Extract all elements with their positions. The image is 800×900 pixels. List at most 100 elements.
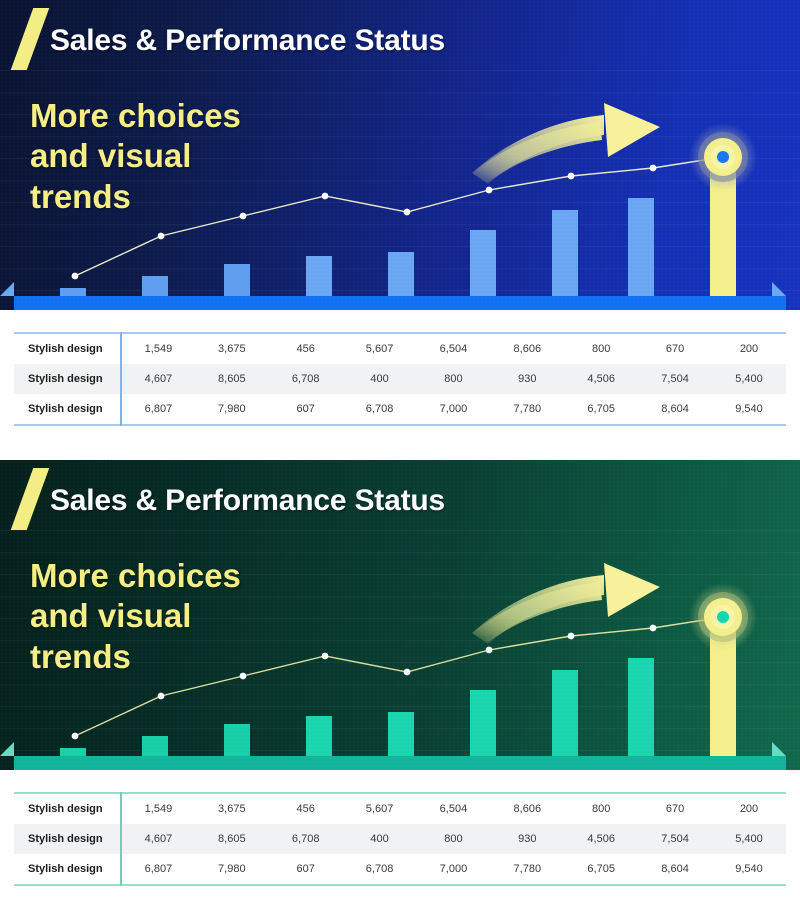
bullseye-target-icon: [689, 123, 757, 191]
table-cell: 4,607: [121, 824, 195, 854]
table-cell: 670: [665, 803, 685, 815]
table-cell: 456: [296, 343, 315, 355]
bar-7: [552, 210, 578, 298]
table-cell: 8,605: [194, 824, 269, 854]
table-cell: 400: [342, 824, 417, 854]
table-cell: 607: [296, 863, 315, 875]
table-cell: 6,708: [268, 364, 343, 394]
chart-green: [0, 460, 800, 770]
row-label: Stylish design: [14, 854, 122, 885]
table-cell: 400: [342, 364, 417, 394]
table-cell: 4,506: [564, 364, 639, 394]
chart-blue: [0, 0, 800, 310]
table-cell: 1,549: [144, 343, 173, 355]
trend-point-group: [71, 164, 657, 280]
panel-green: Sales & Performance Status More choices …: [0, 460, 800, 900]
table-row[interactable]: Stylish design 4,607 8,605 6,708 400 800…: [14, 824, 786, 854]
hero-blue: Sales & Performance Status More choices …: [0, 0, 800, 310]
table-cell: 4,506: [564, 824, 639, 854]
table-cell: 800: [592, 803, 611, 815]
table-cell: 7,980: [218, 403, 246, 415]
table-cell: 6,807: [144, 403, 173, 415]
row-label: Stylish design: [14, 824, 122, 854]
table-cell: 6,708: [365, 863, 394, 875]
table-cell: 5,400: [712, 364, 786, 394]
bar-5: [388, 252, 414, 298]
page-title: Sales & Performance Status: [50, 24, 445, 57]
table-cell: 6,705: [587, 863, 615, 875]
table-cell: 7,504: [638, 364, 712, 394]
bar-5: [388, 712, 414, 758]
chart-svg: [60, 103, 757, 298]
table-cell: 7,780: [513, 863, 542, 875]
data-table-green: Stylish design 1,549 3,675 456 5,607 6,5…: [14, 792, 786, 886]
headline-line-1: More choices: [30, 97, 241, 134]
table-row[interactable]: Stylish design 6,807 7,980 607 6,708 7,0…: [14, 854, 786, 885]
bar-4: [306, 716, 332, 758]
table-cell: 7,980: [218, 863, 246, 875]
table-cell: 6,807: [144, 863, 173, 875]
table-cell: 800: [416, 364, 491, 394]
table-row[interactable]: Stylish design 6,807 7,980 607 6,708 7,0…: [14, 394, 786, 425]
data-table-blue: Stylish design 1,549 3,675 456 5,607 6,5…: [14, 332, 786, 426]
bar-3: [224, 724, 250, 758]
table-cell: 930: [490, 364, 565, 394]
table-row[interactable]: Stylish design 1,549 3,675 456 5,607 6,5…: [14, 333, 786, 364]
bar-1: [60, 748, 86, 758]
row-label: Stylish design: [14, 793, 122, 824]
table-cell: 930: [490, 824, 565, 854]
trend-point-group: [71, 624, 657, 740]
table-cell: 7,504: [638, 824, 712, 854]
table-cell: 7,780: [513, 403, 542, 415]
table-cell: 6,708: [268, 824, 343, 854]
bar-6: [470, 230, 496, 298]
bar-6: [470, 690, 496, 758]
table-cell: 456: [296, 803, 315, 815]
headline-line-1: More choices: [30, 557, 241, 594]
headline-line-2: and visual: [30, 597, 192, 635]
row-label: Stylish design: [14, 394, 122, 425]
table-cell: 607: [296, 403, 315, 415]
table-cell: 8,605: [194, 364, 269, 394]
row-label: Stylish design: [14, 333, 122, 364]
table-cell: 7,000: [439, 863, 468, 875]
bar-1: [60, 288, 86, 298]
table-cell: 1,549: [144, 803, 173, 815]
headline: More choices and visual trends: [30, 96, 241, 217]
headline-line-3: trends: [30, 637, 131, 675]
table-cell: 6,708: [365, 403, 394, 415]
table-cell: 670: [665, 343, 685, 355]
bar-4: [306, 256, 332, 298]
table-cell: 6,504: [439, 803, 468, 815]
bar-group: [60, 150, 736, 298]
headline: More choices and visual trends: [30, 556, 241, 677]
growth-arrow-icon: [472, 563, 660, 644]
table-row[interactable]: Stylish design 1,549 3,675 456 5,607 6,5…: [14, 793, 786, 824]
table-cell: 6,705: [587, 403, 615, 415]
headline-line-3: trends: [30, 177, 131, 215]
bullseye-target-icon: [689, 583, 757, 651]
table-cell: 9,540: [735, 863, 763, 875]
table-cell: 200: [739, 803, 759, 815]
row-label: Stylish design: [14, 364, 122, 394]
table-cell: 7,000: [439, 403, 468, 415]
growth-arrow-icon: [472, 103, 660, 184]
table-cell: 8,604: [661, 403, 689, 415]
data-table: Stylish design 1,549 3,675 456 5,607 6,5…: [14, 792, 786, 886]
table-cell: 8,604: [661, 863, 689, 875]
bar-3: [224, 264, 250, 298]
table-cell: 5,400: [712, 824, 786, 854]
table-row[interactable]: Stylish design 4,607 8,605 6,708 400 800…: [14, 364, 786, 394]
table-cell: 8,606: [513, 343, 542, 355]
table-cell: 3,675: [218, 343, 246, 355]
table-cell: 6,504: [439, 343, 468, 355]
table-cell: 5,607: [365, 343, 394, 355]
hero-green: Sales & Performance Status More choices …: [0, 460, 800, 770]
panel-blue: Sales & Performance Status More choices …: [0, 0, 800, 440]
table-cell: 9,540: [735, 403, 763, 415]
data-table: Stylish design 1,549 3,675 456 5,607 6,5…: [14, 332, 786, 426]
baseline-ribbon: [14, 756, 786, 770]
chart-svg: [60, 563, 757, 758]
headline-line-2: and visual: [30, 137, 192, 175]
